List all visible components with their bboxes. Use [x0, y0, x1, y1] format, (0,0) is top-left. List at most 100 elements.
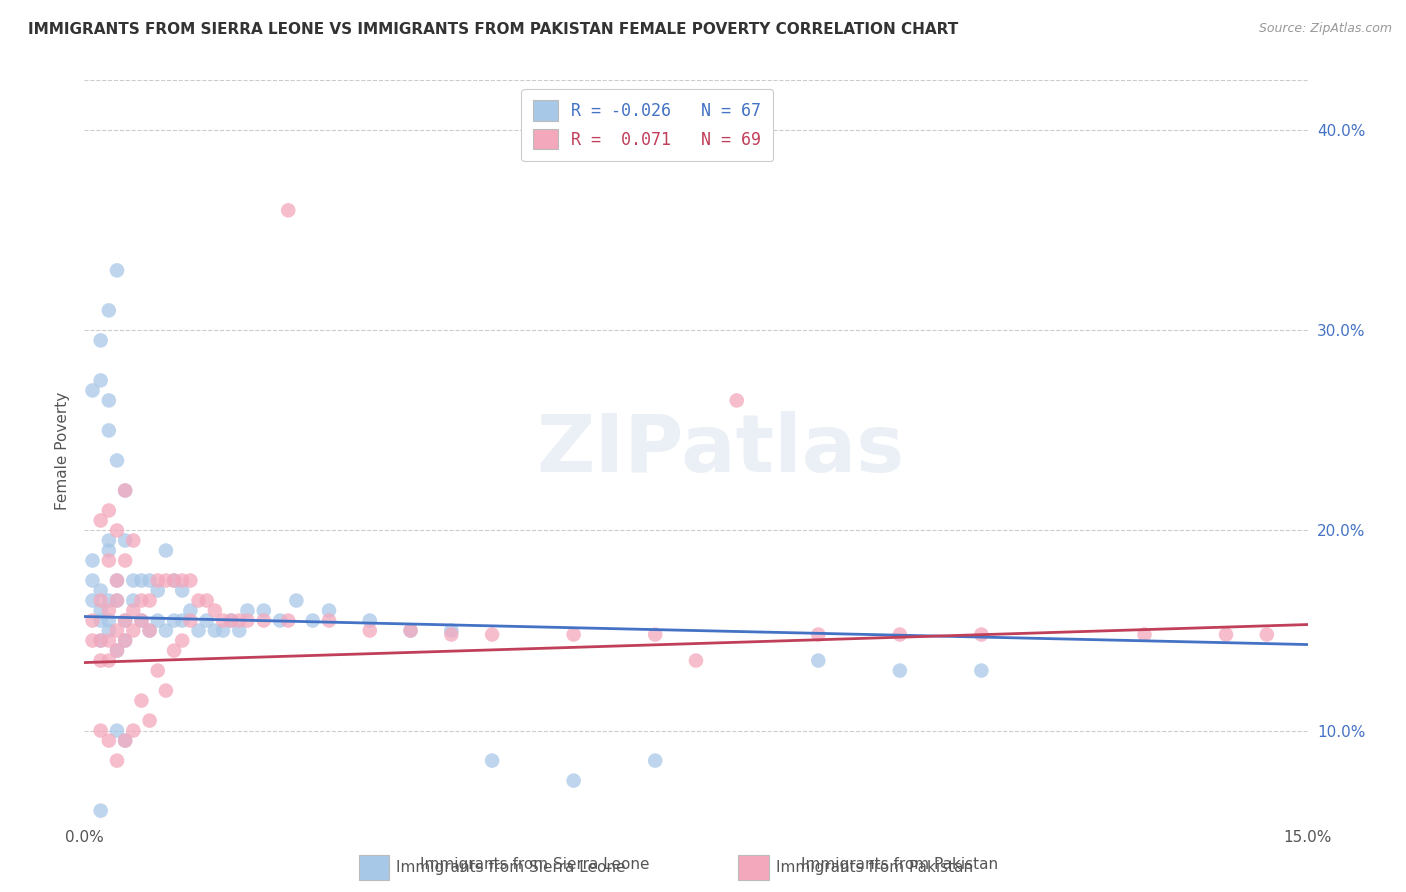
Point — [105, 574, 128, 588]
Point — [82, 614, 104, 628]
Point — [114, 533, 136, 548]
Point — [644, 754, 666, 768]
Point — [90, 514, 112, 528]
Point — [90, 633, 112, 648]
Point — [685, 654, 707, 668]
Point — [114, 483, 136, 498]
Point — [172, 614, 194, 628]
Point — [172, 633, 194, 648]
Point — [97, 614, 120, 628]
Text: Immigrants from Sierra Leone: Immigrants from Sierra Leone — [396, 860, 626, 875]
Point — [114, 633, 136, 648]
Point — [236, 614, 259, 628]
Legend: R = -0.026   N = 67, R =  0.071   N = 69: R = -0.026 N = 67, R = 0.071 N = 69 — [522, 88, 773, 161]
Point — [146, 664, 169, 678]
Point — [131, 693, 153, 707]
Point — [179, 574, 201, 588]
Point — [122, 533, 145, 548]
Point — [131, 574, 153, 588]
Point — [644, 627, 666, 641]
Point — [318, 603, 340, 617]
Point — [277, 614, 299, 628]
Point — [807, 627, 830, 641]
Point — [97, 633, 120, 648]
Point — [97, 624, 120, 638]
Point — [90, 804, 112, 818]
Point — [228, 624, 250, 638]
Text: Source: ZipAtlas.com: Source: ZipAtlas.com — [1258, 22, 1392, 36]
Point — [114, 733, 136, 747]
Point — [105, 723, 128, 738]
Point — [163, 574, 186, 588]
Point — [105, 524, 128, 538]
Point — [970, 664, 993, 678]
Point — [359, 624, 381, 638]
Point — [155, 683, 177, 698]
Point — [122, 723, 145, 738]
Point — [155, 543, 177, 558]
Point — [187, 593, 209, 607]
Point — [179, 603, 201, 617]
Point — [90, 633, 112, 648]
Point — [97, 654, 120, 668]
Point — [138, 574, 160, 588]
Point — [105, 624, 128, 638]
Point — [97, 503, 120, 517]
Point — [219, 614, 242, 628]
Point — [97, 553, 120, 567]
Point — [359, 614, 381, 628]
Point — [725, 393, 748, 408]
Point — [399, 624, 422, 638]
Point — [138, 624, 160, 638]
Point — [236, 603, 259, 617]
Point — [562, 773, 585, 788]
Point — [97, 593, 120, 607]
Text: Immigrants from Pakistan: Immigrants from Pakistan — [801, 857, 998, 872]
Point — [172, 583, 194, 598]
Point — [219, 614, 242, 628]
Point — [114, 614, 136, 628]
Point — [204, 624, 226, 638]
Point — [163, 574, 186, 588]
Point — [131, 614, 153, 628]
Point — [146, 614, 169, 628]
Point — [82, 574, 104, 588]
Point — [90, 723, 112, 738]
Point — [889, 627, 911, 641]
Point — [146, 574, 169, 588]
Point — [318, 614, 340, 628]
Point — [277, 203, 299, 218]
Point — [253, 614, 276, 628]
Point — [97, 543, 120, 558]
Point — [138, 593, 160, 607]
Text: IMMIGRANTS FROM SIERRA LEONE VS IMMIGRANTS FROM PAKISTAN FEMALE POVERTY CORRELAT: IMMIGRANTS FROM SIERRA LEONE VS IMMIGRAN… — [28, 22, 959, 37]
Point — [228, 614, 250, 628]
Point — [82, 384, 104, 398]
Point — [562, 627, 585, 641]
Point — [90, 334, 112, 348]
Point — [122, 603, 145, 617]
Text: Immigrants from Sierra Leone: Immigrants from Sierra Leone — [419, 857, 650, 872]
Point — [155, 574, 177, 588]
Point — [212, 614, 235, 628]
Point — [481, 627, 503, 641]
FancyBboxPatch shape — [738, 855, 769, 880]
Point — [155, 624, 177, 638]
Point — [105, 643, 128, 657]
Point — [481, 754, 503, 768]
Point — [131, 614, 153, 628]
Point — [163, 614, 186, 628]
Point — [301, 614, 323, 628]
Point — [97, 603, 120, 617]
Point — [195, 593, 218, 607]
Point — [90, 593, 112, 607]
Point — [122, 574, 145, 588]
Point — [204, 603, 226, 617]
Point — [82, 633, 104, 648]
Point — [82, 593, 104, 607]
Point — [253, 603, 276, 617]
Point — [1215, 627, 1237, 641]
Point — [970, 627, 993, 641]
Point — [114, 733, 136, 747]
Text: Immigrants from Pakistan: Immigrants from Pakistan — [776, 860, 973, 875]
